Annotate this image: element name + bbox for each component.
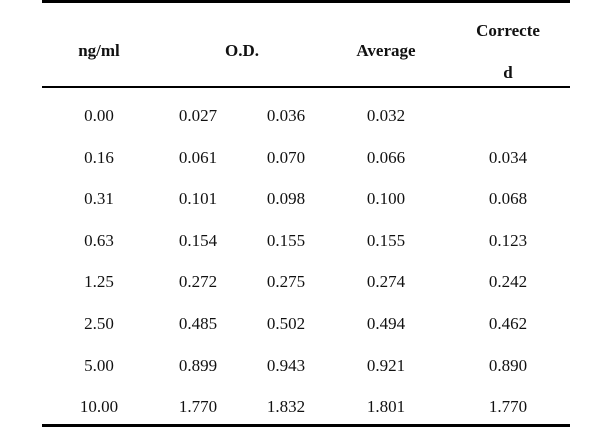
header-corrected-line2: d [503, 63, 513, 82]
od-reading-2-cell: 0.155 [266, 231, 306, 250]
average-cell: 0.066 [366, 148, 406, 167]
average-cell: 1.801 [366, 397, 406, 416]
header-corrected-line1: Correcte [476, 21, 540, 40]
od-reading-1-cell: 0.061 [178, 148, 218, 167]
od-reading-2-cell: 0.275 [266, 272, 306, 291]
corrected-cell: 0.462 [488, 314, 528, 333]
concentration-cell: 0.63 [84, 231, 114, 250]
average-cell: 0.100 [366, 189, 406, 208]
corrected-cell: 0.123 [488, 231, 528, 250]
od-reading-2-cell: 1.832 [266, 397, 306, 416]
header-od: O.D. [225, 41, 259, 60]
concentration-cell: 0.16 [84, 148, 114, 167]
concentration-cell: 10.00 [79, 397, 119, 416]
od-reading-2-cell: 0.943 [266, 356, 306, 375]
od-reading-2-cell: 0.502 [266, 314, 306, 333]
average-cell: 0.155 [366, 231, 406, 250]
corrected-cell: 1.770 [488, 397, 528, 416]
corrected-cell: 0.068 [488, 189, 528, 208]
header-average: Average [356, 41, 416, 60]
od-reading-1-cell: 0.485 [178, 314, 218, 333]
od-reading-2-cell: 0.098 [266, 189, 306, 208]
corrected-cell: 0.890 [488, 356, 528, 375]
od-reading-1-cell: 0.899 [178, 356, 218, 375]
table-bottom-rule [42, 424, 570, 427]
average-cell: 0.921 [366, 356, 406, 375]
od-reading-2-cell: 0.036 [266, 106, 306, 125]
table-top-rule [42, 0, 570, 3]
average-cell: 0.494 [366, 314, 406, 333]
od-reading-1-cell: 0.272 [178, 272, 218, 291]
od-reading-1-cell: 1.770 [178, 397, 218, 416]
od-reading-1-cell: 0.154 [178, 231, 218, 250]
concentration-cell: 0.31 [84, 189, 114, 208]
corrected-cell: 0.242 [488, 272, 528, 291]
od-reading-1-cell: 0.101 [178, 189, 218, 208]
corrected-cell: 0.034 [488, 148, 528, 167]
table-header-rule [42, 86, 570, 88]
average-cell: 0.274 [366, 272, 406, 291]
concentration-cell: 2.50 [84, 314, 114, 333]
header-concentration: ng/ml [78, 41, 120, 60]
od-reading-1-cell: 0.027 [178, 106, 218, 125]
concentration-cell: 5.00 [84, 356, 114, 375]
od-reading-2-cell: 0.070 [266, 148, 306, 167]
concentration-cell: 1.25 [84, 272, 114, 291]
average-cell: 0.032 [366, 106, 406, 125]
concentration-cell: 0.00 [84, 106, 114, 125]
